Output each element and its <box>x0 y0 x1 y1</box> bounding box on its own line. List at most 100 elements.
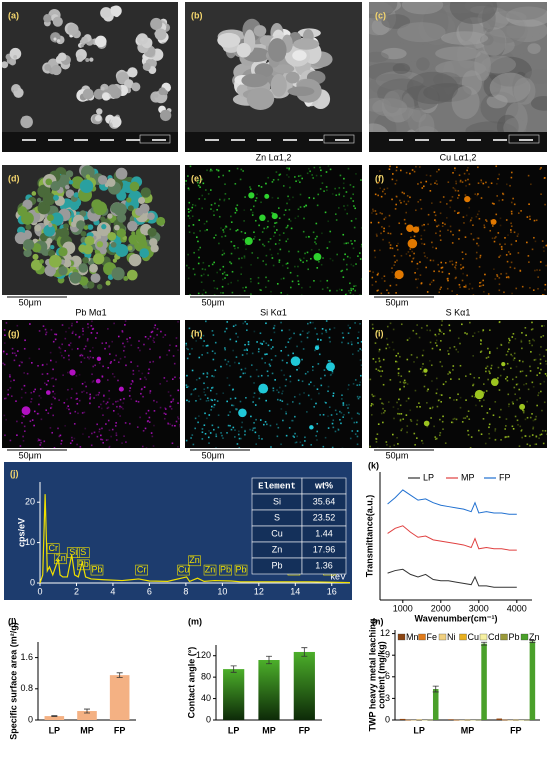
signal-dot <box>113 322 115 325</box>
signal-dot <box>489 329 491 332</box>
signal-dot <box>532 427 534 430</box>
signal-dot <box>101 438 104 441</box>
signal-dot <box>293 396 296 398</box>
signal-dot <box>188 188 190 191</box>
signal-dot <box>534 358 537 361</box>
signal-dot <box>352 186 355 188</box>
signal-dot <box>326 189 328 192</box>
signal-dot <box>122 408 124 410</box>
signal-dot <box>531 248 534 251</box>
table-cell <box>301 557 347 575</box>
signal-dot <box>298 393 301 396</box>
signal-dot <box>148 421 151 423</box>
signal-dot <box>378 334 381 336</box>
signal-dot <box>213 403 216 406</box>
signal-dot <box>50 406 53 409</box>
signal-dot <box>242 170 244 172</box>
peak-label: Zn <box>189 555 200 565</box>
signal-dot <box>24 339 26 342</box>
signal-dot <box>490 367 492 370</box>
signal-dot <box>449 329 451 332</box>
signal-dot <box>252 427 255 430</box>
legend-label: LP <box>423 472 434 482</box>
signal-dot <box>195 378 198 381</box>
signal-dot <box>400 323 403 326</box>
signal-dot <box>447 353 450 355</box>
signal-dot <box>480 343 482 345</box>
signal-dot <box>356 443 359 446</box>
signal-dot <box>249 428 251 431</box>
info-text <box>22 139 36 141</box>
info-text <box>231 139 245 141</box>
signal-dot <box>377 221 380 224</box>
signal-dot <box>344 253 346 256</box>
signal-dot <box>429 259 432 262</box>
signal-dot <box>491 202 494 205</box>
signal-dot <box>263 423 265 426</box>
signal-dot <box>510 353 512 356</box>
signal-dot <box>38 439 40 441</box>
signal-dot <box>63 356 65 359</box>
signal-dot <box>188 201 191 204</box>
signal-dot <box>505 418 508 420</box>
signal-dot <box>304 436 306 439</box>
signal-dot <box>29 323 31 325</box>
signal-dot <box>80 361 83 363</box>
signal-dot <box>208 414 211 416</box>
signal-dot <box>354 207 356 210</box>
texture <box>369 51 389 63</box>
signal-dot <box>508 348 510 351</box>
signal-dot <box>234 397 237 400</box>
signal-dot <box>124 324 126 326</box>
signal-dot <box>288 427 291 429</box>
signal-dot <box>489 229 492 232</box>
signal-dot <box>414 389 417 392</box>
signal-dot <box>278 207 280 209</box>
signal-dot <box>93 397 95 399</box>
signal-dot <box>350 287 352 290</box>
particle <box>150 17 163 31</box>
signal-dot <box>312 321 314 324</box>
signal-dot <box>132 369 135 372</box>
signal-dot <box>533 359 536 361</box>
signal-dot <box>126 338 128 340</box>
signal-dot <box>212 210 215 212</box>
signal-dot <box>207 274 209 277</box>
signal-dot <box>409 236 412 239</box>
signal-dot <box>544 283 547 286</box>
signal-dot <box>349 282 351 285</box>
signal-dot <box>530 328 533 331</box>
signal-dot <box>213 261 215 264</box>
signal-dot <box>124 320 127 322</box>
signal-dot <box>105 439 108 441</box>
signal-dot <box>168 349 171 352</box>
signal-dot <box>513 231 516 234</box>
signal-dot <box>494 438 497 441</box>
particle <box>90 273 101 284</box>
signal-dot <box>92 346 94 349</box>
signal-dot <box>512 359 515 361</box>
particle <box>85 57 90 63</box>
signal-dot <box>234 324 237 326</box>
signal-dot <box>291 419 294 422</box>
signal-dot <box>325 320 328 322</box>
signal-dot <box>187 215 190 217</box>
signal-dot <box>280 291 283 294</box>
signal-dot <box>244 433 246 436</box>
signal-dot <box>333 327 336 329</box>
signal-dot <box>213 398 216 401</box>
signal-dot <box>464 179 467 182</box>
signal-dot <box>214 369 217 372</box>
signal-dot <box>510 261 513 264</box>
signal-dot <box>60 439 63 442</box>
signal-dot <box>430 281 433 284</box>
signal-dot <box>387 292 390 294</box>
particle <box>101 92 111 101</box>
peak-label: Cr <box>48 543 58 553</box>
signal-dot <box>88 358 90 360</box>
signal-dot <box>206 372 209 374</box>
signal-dot <box>329 374 332 377</box>
signal-dot <box>337 428 340 430</box>
signal-dot <box>345 263 348 266</box>
